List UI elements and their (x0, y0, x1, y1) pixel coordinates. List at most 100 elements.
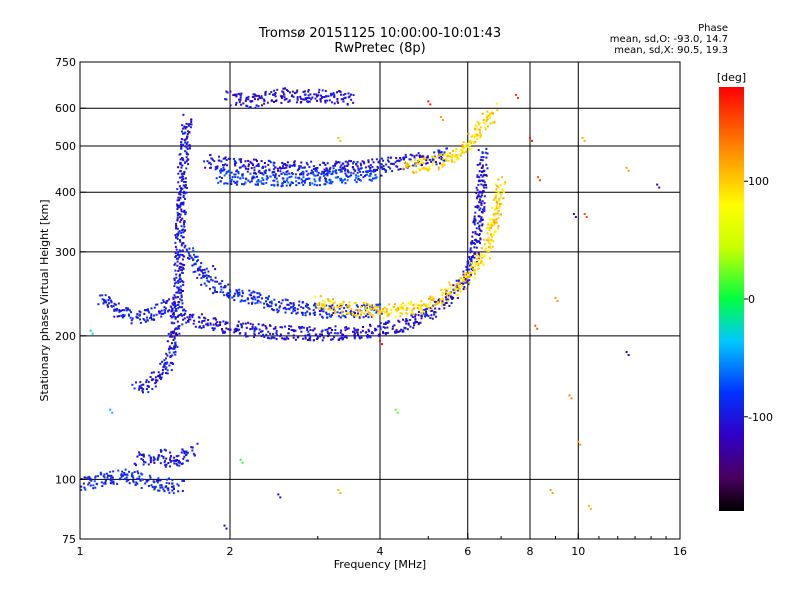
data-point (179, 202, 182, 205)
data-point (481, 151, 484, 154)
data-point (233, 331, 236, 334)
data-point (152, 456, 155, 459)
data-point (166, 478, 169, 481)
data-point (169, 460, 172, 463)
data-point (375, 311, 378, 314)
data-point (117, 302, 120, 305)
data-point (264, 91, 267, 94)
data-point (309, 329, 312, 331)
data-point (334, 176, 337, 179)
data-point (326, 168, 329, 171)
data-point (276, 88, 279, 91)
data-point (245, 98, 248, 101)
data-point (489, 242, 492, 245)
data-point (328, 303, 331, 306)
data-point (161, 360, 163, 363)
data-point (151, 318, 153, 321)
data-point (336, 176, 339, 179)
colorbar-tick-label: 100 (748, 175, 769, 188)
data-point (164, 464, 167, 467)
data-point (332, 308, 335, 311)
data-point (337, 315, 340, 318)
data-point (414, 315, 417, 318)
data-point (476, 222, 479, 225)
data-point (165, 482, 168, 484)
data-point (97, 303, 100, 306)
data-point (336, 311, 339, 314)
data-point (136, 316, 139, 319)
data-point (334, 171, 337, 174)
data-point (236, 329, 239, 332)
data-point (302, 90, 305, 93)
data-point (177, 234, 179, 237)
data-point (183, 209, 186, 212)
data-point (470, 262, 473, 265)
data-point (312, 329, 315, 332)
data-point (463, 280, 466, 283)
data-point (148, 311, 150, 314)
data-point (480, 156, 483, 159)
data-point (366, 309, 368, 312)
data-point (338, 90, 341, 93)
data-point (384, 306, 386, 309)
data-point (224, 182, 227, 185)
data-point (95, 482, 98, 485)
data-point (264, 325, 267, 328)
data-point (442, 163, 445, 166)
data-point (214, 268, 217, 271)
data-point (339, 179, 342, 182)
data-point (313, 174, 316, 177)
data-point (214, 280, 217, 283)
data-point (182, 132, 184, 135)
data-point (577, 440, 580, 443)
data-point (487, 237, 490, 239)
data-point (136, 482, 139, 485)
data-point (334, 162, 337, 165)
data-point (245, 178, 248, 181)
data-point (287, 181, 290, 184)
data-point (470, 250, 473, 253)
data-point (306, 328, 309, 331)
data-point (470, 241, 473, 244)
data-point (266, 303, 268, 306)
data-point (495, 218, 498, 221)
data-point (208, 162, 211, 165)
data-point (354, 329, 357, 332)
data-point (278, 306, 281, 309)
data-point (465, 272, 468, 275)
data-point (414, 321, 417, 324)
data-point (192, 322, 195, 325)
data-point (237, 320, 240, 323)
data-point (442, 161, 445, 164)
data-point (109, 479, 112, 482)
data-point (147, 463, 150, 466)
data-point (395, 331, 398, 334)
data-point (444, 288, 447, 291)
data-point (282, 91, 285, 94)
data-point (131, 317, 134, 320)
data-point (340, 303, 343, 306)
data-point (226, 182, 229, 185)
data-point (490, 223, 493, 226)
data-point (219, 323, 221, 326)
data-point (222, 166, 225, 169)
data-point (469, 249, 472, 252)
data-point (366, 335, 368, 338)
data-point (175, 236, 178, 239)
data-point (330, 307, 333, 310)
data-point (234, 176, 237, 179)
data-point (316, 184, 319, 187)
data-point (271, 171, 274, 174)
data-point (327, 308, 330, 310)
data-point (487, 239, 490, 242)
data-point (162, 457, 165, 460)
data-point (476, 254, 479, 257)
data-point (165, 352, 168, 355)
data-point (397, 168, 400, 171)
data-point (402, 330, 405, 333)
data-point (438, 156, 441, 159)
data-point (246, 170, 249, 173)
data-point (440, 158, 443, 161)
data-point (296, 336, 299, 339)
data-point (471, 255, 474, 257)
